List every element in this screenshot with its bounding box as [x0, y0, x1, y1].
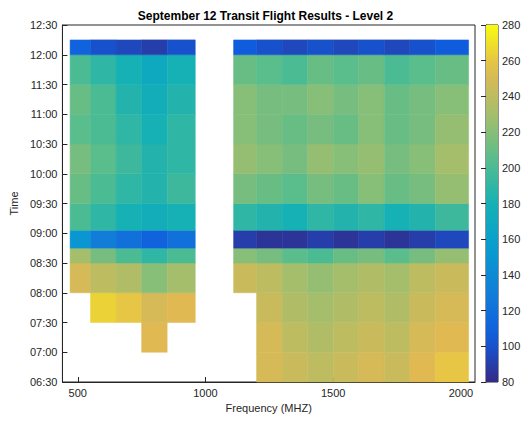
svg-text:11:00: 11:00	[31, 108, 58, 120]
svg-text:September 12 Transit Flight Re: September 12 Transit Flight Results - Le…	[138, 9, 394, 23]
svg-text:240: 240	[502, 90, 520, 102]
svg-text:06:30: 06:30	[30, 376, 58, 388]
svg-text:12:00: 12:00	[30, 49, 58, 61]
svg-text:Frequency (MHZ): Frequency (MHZ)	[226, 402, 312, 414]
svg-text:280: 280	[502, 19, 520, 31]
svg-text:10:30: 10:30	[30, 138, 58, 150]
svg-text:11:30: 11:30	[31, 79, 58, 91]
svg-text:2000: 2000	[449, 387, 473, 399]
svg-text:09:00: 09:00	[30, 227, 58, 239]
svg-text:12:30: 12:30	[30, 19, 58, 31]
svg-text:1000: 1000	[193, 387, 217, 399]
svg-text:180: 180	[502, 198, 520, 210]
svg-text:220: 220	[502, 126, 520, 138]
svg-text:260: 260	[502, 55, 520, 67]
svg-text:07:00: 07:00	[30, 346, 58, 358]
svg-text:08:30: 08:30	[30, 257, 58, 269]
svg-text:140: 140	[502, 269, 520, 281]
svg-text:07:30: 07:30	[30, 317, 58, 329]
svg-text:120: 120	[502, 305, 520, 317]
svg-text:08:00: 08:00	[30, 287, 58, 299]
svg-text:500: 500	[69, 387, 87, 399]
svg-text:10:00: 10:00	[30, 168, 58, 180]
svg-text:Time: Time	[8, 191, 20, 215]
svg-text:1500: 1500	[321, 387, 345, 399]
svg-text:80: 80	[502, 376, 514, 388]
svg-text:200: 200	[502, 162, 520, 174]
svg-text:09:30: 09:30	[30, 198, 58, 210]
svg-text:100: 100	[502, 340, 520, 352]
svg-text:160: 160	[502, 233, 520, 245]
